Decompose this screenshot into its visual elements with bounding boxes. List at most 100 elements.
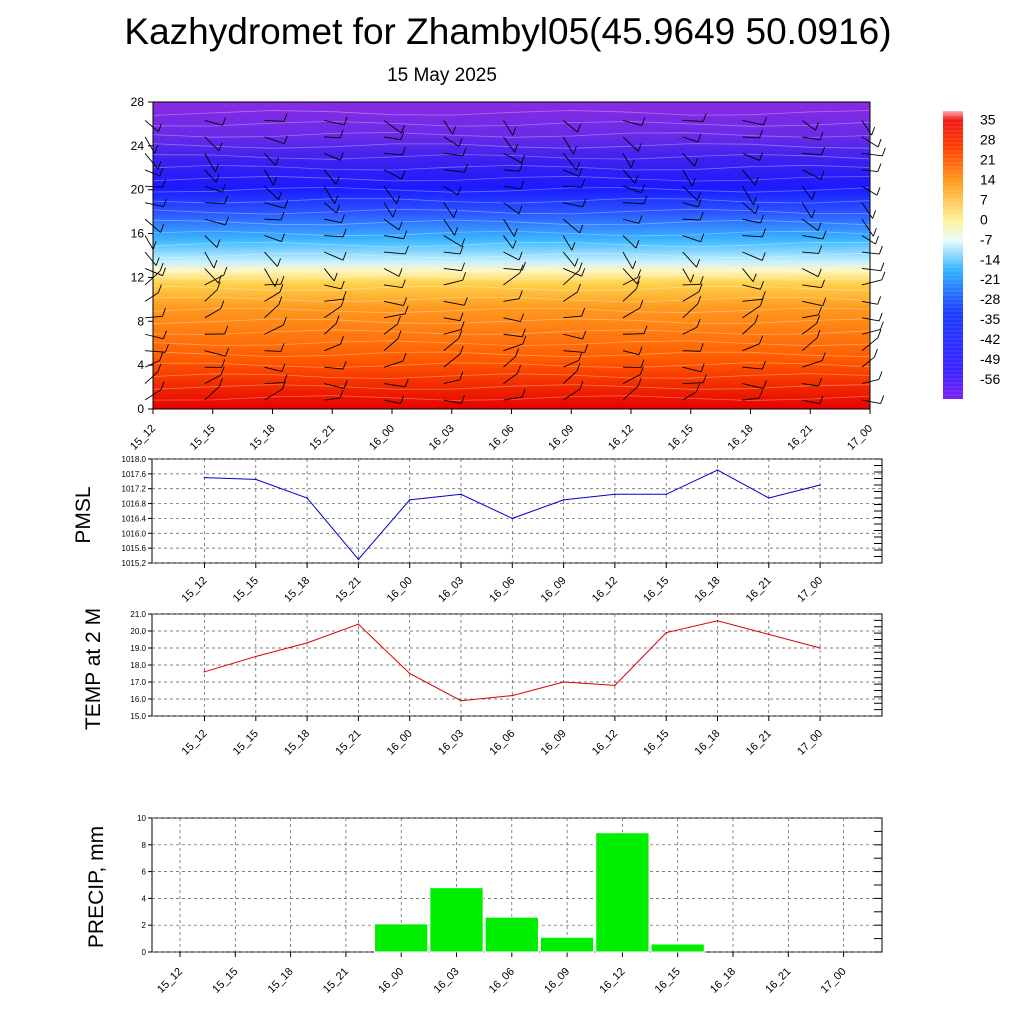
- pmsl-data-point: [614, 493, 616, 496]
- wind-barb-flag: [225, 216, 229, 226]
- wind-barb-shaft: [622, 235, 637, 249]
- wind-barb: [324, 380, 348, 389]
- wind-barb-shaft: [503, 136, 516, 153]
- wind-barb-shaft: [742, 235, 763, 238]
- contour-line: [152, 208, 871, 215]
- wind-barb-shaft: [204, 251, 215, 269]
- wind-barb-shaft: [682, 169, 693, 187]
- temp-y-tick-label: 16.0: [130, 695, 146, 704]
- wind-barb-flag: [579, 224, 584, 234]
- wind-barb: [443, 395, 465, 404]
- wind-barb-flag: [155, 257, 160, 266]
- contour-line: [152, 296, 871, 303]
- wind-barb: [861, 147, 886, 157]
- wind-barb: [324, 291, 347, 302]
- pmsl-x-tick-label: 16_21: [744, 575, 774, 605]
- temp-x-tick-label: 16_21: [744, 728, 774, 758]
- y-tick-label: 0: [137, 402, 144, 416]
- wind-barb-shaft: [204, 289, 218, 302]
- wind-barb-shaft: [204, 185, 223, 193]
- wind-barb-shaft: [144, 153, 159, 170]
- temp-data-point: [408, 672, 411, 675]
- wind-barb-shaft: [323, 202, 337, 214]
- wind-barb-shaft: [622, 350, 640, 356]
- wind-barb: [323, 315, 340, 335]
- wind-barb-flag: [643, 325, 648, 334]
- wind-barb-flag: [281, 380, 286, 390]
- wind-barb: [443, 185, 462, 196]
- wind-barb: [682, 374, 707, 385]
- temp-data-point: [306, 642, 308, 644]
- wind-barb-shaft: [204, 120, 223, 126]
- wind-barb: [562, 235, 576, 251]
- wind-barb-flag: [220, 300, 225, 309]
- wind-barb-shaft: [503, 202, 520, 215]
- wind-barb-flag: [343, 116, 348, 125]
- precip-panel: 0 2 4 6 8 10 15_12 15_15 15_18 15_21 16_00 16_03 16_…: [85, 814, 883, 996]
- wind-barb: [503, 162, 523, 172]
- pmsl-y-tick-label: 1018.0: [122, 455, 147, 464]
- wind-barb: [264, 374, 288, 385]
- wind-barb: [622, 117, 646, 126]
- wind-barb-shaft: [562, 120, 578, 133]
- wind-barb-flag: [637, 377, 642, 386]
- wind-barb-flag: [342, 360, 347, 370]
- x-tick-label: 16_12: [606, 423, 636, 453]
- wind-barb: [563, 307, 586, 319]
- contour-line: [152, 395, 871, 401]
- wind-barb-flag: [522, 335, 527, 345]
- wind-barb-shaft: [204, 350, 226, 357]
- wind-barb-flag: [819, 395, 824, 404]
- wind-barb-shaft: [861, 251, 880, 255]
- wind-barb: [622, 215, 643, 224]
- wind-barb-flag: [280, 276, 285, 285]
- wind-barb-flag: [335, 315, 340, 324]
- wind-barb-flag: [339, 129, 344, 139]
- wind-barb-flag: [818, 306, 822, 316]
- wind-barb-shaft: [443, 235, 462, 247]
- contour-line: [152, 186, 871, 193]
- wind-barb-flag: [579, 380, 584, 390]
- wind-barb-shaft: [144, 235, 154, 250]
- wind-barb-flag: [761, 252, 766, 261]
- wind-barb-flag: [632, 260, 637, 270]
- wind-barb: [323, 186, 339, 205]
- wind-barb: [742, 281, 764, 290]
- wind-barb: [742, 152, 764, 161]
- wind-barb-shaft: [682, 303, 699, 319]
- precip-y-tick-label: 2: [142, 921, 147, 930]
- pmsl-y-tick-label: 1016.8: [122, 500, 147, 509]
- wind-barb-shaft: [802, 300, 823, 307]
- wind-barb-shaft: [742, 284, 761, 290]
- wind-barb-flag: [216, 281, 221, 290]
- wind-barb-flag: [162, 267, 166, 276]
- wind-barb-shaft: [682, 350, 701, 352]
- wind-barb-shaft: [264, 251, 278, 267]
- wind-barb-flag: [152, 241, 157, 250]
- wind-barb-shaft: [324, 235, 344, 238]
- wind-barb: [443, 202, 458, 218]
- wind-barb-shaft: [622, 153, 632, 168]
- temp-data-point: [819, 647, 821, 649]
- wind-barb: [563, 352, 583, 368]
- wind-barb-flag: [761, 360, 766, 370]
- wind-barb-shaft: [324, 251, 344, 261]
- wind-barb: [802, 297, 827, 307]
- wind-barb-shaft: [264, 235, 282, 242]
- wind-barb-flag: [461, 262, 466, 271]
- wind-barb: [204, 184, 226, 193]
- wind-barb: [563, 344, 589, 353]
- wind-barb: [861, 185, 881, 196]
- wind-barb-flag: [759, 335, 764, 344]
- wind-barb: [324, 280, 345, 290]
- y-tick-label: 12: [131, 270, 145, 284]
- wind-barb: [443, 235, 466, 247]
- wind-barb: [503, 335, 527, 352]
- contour-line: [152, 362, 871, 369]
- wind-barb-flag: [275, 157, 280, 166]
- wind-barb-shaft: [503, 235, 514, 249]
- wind-barb-flag: [157, 284, 162, 293]
- wind-barb-shaft: [563, 350, 585, 353]
- wind-barb-shaft: [563, 169, 580, 177]
- precip-x-tick-label: 16_09: [542, 966, 572, 996]
